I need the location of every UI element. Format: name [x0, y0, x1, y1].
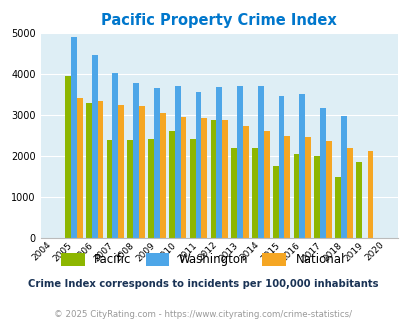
Bar	[272, 166, 278, 238]
Bar	[139, 106, 145, 238]
Bar	[293, 154, 298, 238]
Bar	[340, 115, 346, 238]
Bar	[107, 140, 112, 238]
Bar	[216, 87, 222, 238]
Bar	[237, 86, 242, 238]
Bar	[305, 137, 310, 238]
Bar	[180, 117, 186, 238]
Bar	[77, 98, 82, 238]
Bar	[148, 139, 153, 238]
Bar	[133, 83, 139, 238]
Bar	[334, 177, 340, 238]
Bar	[367, 151, 373, 238]
Bar	[252, 148, 257, 238]
Legend: Pacific, Washington, National: Pacific, Washington, National	[61, 253, 344, 266]
Bar	[160, 113, 165, 238]
Text: © 2025 CityRating.com - https://www.cityrating.com/crime-statistics/: © 2025 CityRating.com - https://www.city…	[54, 310, 351, 319]
Bar	[346, 148, 352, 238]
Title: Pacific Property Crime Index: Pacific Property Crime Index	[101, 13, 336, 28]
Bar	[71, 37, 77, 238]
Bar	[325, 141, 331, 238]
Bar	[222, 120, 227, 238]
Bar	[231, 148, 237, 238]
Bar	[118, 105, 124, 238]
Bar	[257, 86, 263, 238]
Bar	[278, 96, 284, 238]
Bar	[313, 156, 320, 238]
Bar	[263, 131, 269, 238]
Bar	[355, 162, 361, 238]
Bar	[92, 55, 97, 238]
Bar	[97, 101, 103, 238]
Bar	[175, 86, 180, 238]
Bar	[189, 139, 195, 238]
Bar	[86, 103, 92, 238]
Bar	[320, 108, 325, 238]
Bar	[168, 131, 175, 238]
Bar	[284, 136, 290, 238]
Bar	[195, 92, 201, 238]
Bar	[201, 118, 207, 238]
Bar	[298, 94, 305, 238]
Bar	[210, 120, 216, 238]
Bar	[127, 140, 133, 238]
Bar	[242, 126, 248, 238]
Bar	[65, 76, 71, 238]
Text: Crime Index corresponds to incidents per 100,000 inhabitants: Crime Index corresponds to incidents per…	[28, 279, 377, 289]
Bar	[112, 73, 118, 238]
Bar	[153, 88, 160, 238]
